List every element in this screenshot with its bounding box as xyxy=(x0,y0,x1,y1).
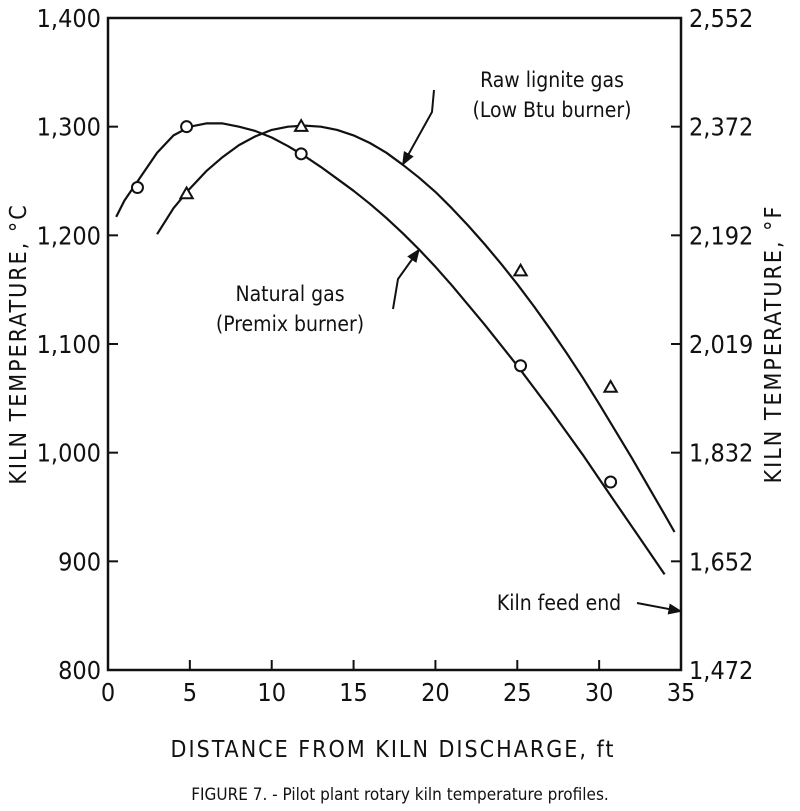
annotation-raw-line-2: (Low Btu burner) xyxy=(473,98,632,122)
figure-caption: FIGURE 7. - Pilot plant rotary kiln temp… xyxy=(191,785,609,805)
y-tick-label: 1,300 xyxy=(37,113,101,142)
triangle-marker xyxy=(178,185,195,200)
x-tick-label: 5 xyxy=(183,678,197,707)
y2-tick-labels: 1,472 1,652 1,832 2,019 2,192 2,372 2,552 xyxy=(689,4,753,685)
x-tick-label: 15 xyxy=(339,678,368,707)
circle-marker xyxy=(294,147,308,161)
tick-marks xyxy=(107,17,682,671)
annotation-feed-arrow xyxy=(636,602,683,615)
annotations: Raw lignite gas (Low Btu burner) Natural g… xyxy=(216,68,683,615)
triangle-marker xyxy=(293,118,310,132)
annotation-nat-arrow xyxy=(392,248,420,310)
y-tick-label: 1,400 xyxy=(37,4,101,33)
triangle-marker xyxy=(512,262,529,277)
y2-tick-label: 2,372 xyxy=(689,113,753,142)
x-axis-title: DISTANCE FROM KILN DISCHARGE, ft xyxy=(171,737,616,763)
annotation-raw-line-1: Raw lignite gas xyxy=(480,68,624,92)
y-tick-labels: 800 900 1,000 1,100 1,200 1,300 1,400 xyxy=(37,4,101,685)
y2-tick-label: 2,192 xyxy=(689,221,753,250)
x-tick-label: 30 xyxy=(585,678,614,707)
circle-marker xyxy=(514,359,528,373)
y-tick-label: 1,200 xyxy=(37,221,101,250)
annotation-nat-line-2: (Premix burner) xyxy=(216,312,364,336)
y2-tick-label: 2,552 xyxy=(689,4,753,33)
y-tick-label: 1,100 xyxy=(37,330,101,359)
y-axis-title: KILN TEMPERATURE, °C xyxy=(6,203,32,484)
y2-tick-label: 2,019 xyxy=(689,330,753,359)
x-tick-labels: 0 5 10 15 20 25 30 35 xyxy=(101,678,695,707)
y-tick-label: 900 xyxy=(58,547,101,576)
circle-marker xyxy=(604,475,618,489)
annotation-raw-arrow xyxy=(401,89,435,166)
x-tick-label: 25 xyxy=(503,678,532,707)
y2-axis-title: KILN TEMPERATURE, °F xyxy=(761,205,787,484)
y2-tick-label: 1,832 xyxy=(689,439,753,468)
x-tick-label: 0 xyxy=(101,678,115,707)
x-tick-label: 20 xyxy=(421,678,450,707)
x-tick-label: 35 xyxy=(667,678,696,707)
circle-marker xyxy=(180,120,194,134)
series-line-1 xyxy=(115,122,666,576)
series-curves xyxy=(115,122,676,576)
annotation-nat-line-1: Natural gas xyxy=(235,282,344,306)
annotation-feed-line-1: Kiln feed end xyxy=(497,591,621,615)
circle-marker xyxy=(130,181,144,195)
series-markers xyxy=(130,118,619,489)
y2-tick-label: 1,652 xyxy=(689,547,753,576)
y2-tick-label: 1,472 xyxy=(689,656,753,685)
series-line-2 xyxy=(156,124,676,533)
x-tick-label: 10 xyxy=(257,678,286,707)
y-tick-label: 800 xyxy=(58,656,101,685)
y-tick-label: 1,000 xyxy=(37,439,101,468)
triangle-marker xyxy=(602,378,619,393)
